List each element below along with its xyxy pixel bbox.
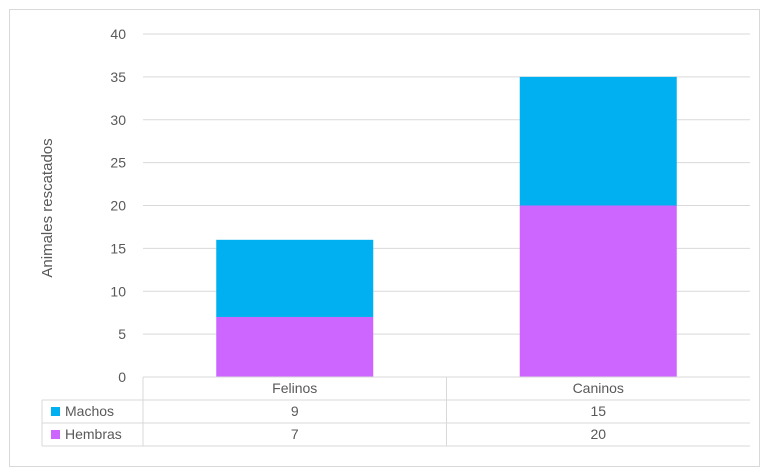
bar-hembras-felinos (216, 316, 374, 377)
y-tick-label: 20 (110, 198, 126, 214)
y-tick-label: 40 (110, 26, 126, 42)
legend-label-machos: Machos (65, 403, 114, 419)
bar-hembras-caninos (519, 205, 677, 377)
y-tick-label: 5 (118, 326, 126, 342)
x-category-label: Caninos (573, 380, 624, 396)
y-tick-label: 0 (118, 369, 126, 385)
y-tick-label: 25 (110, 155, 126, 171)
y-tick-label: 15 (110, 240, 126, 256)
y-tick-label: 30 (110, 112, 126, 128)
legend-label-hembras: Hembras (65, 426, 122, 442)
y-tick-label: 35 (110, 69, 126, 85)
bar-machos-caninos (519, 76, 677, 206)
table-value: 15 (590, 403, 606, 419)
legend-swatch-hembras (51, 430, 60, 439)
table-value: 9 (291, 403, 299, 419)
table-value: 7 (291, 426, 299, 442)
x-category-label: Felinos (272, 380, 317, 396)
table-value: 20 (590, 426, 606, 442)
bar-machos-felinos (216, 239, 374, 317)
y-axis-label: Animales rescatados (39, 138, 56, 277)
y-tick-label: 10 (110, 283, 126, 299)
legend-swatch-machos (51, 407, 60, 416)
